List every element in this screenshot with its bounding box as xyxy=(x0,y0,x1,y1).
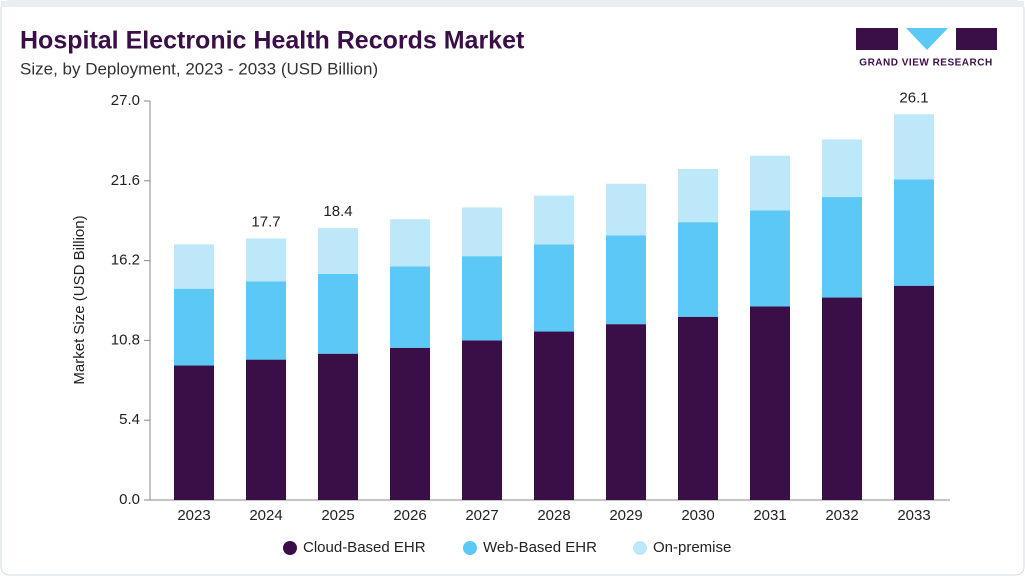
bar-segment xyxy=(462,207,502,257)
legend-label: Cloud-Based EHR xyxy=(303,539,426,556)
bar-segment xyxy=(678,168,718,223)
x-tick-label: 2023 xyxy=(177,507,210,524)
y-tick-label: 16.2 xyxy=(111,252,140,269)
bar-segment xyxy=(390,347,430,500)
bar-segment xyxy=(318,273,358,354)
x-tick-label: 2029 xyxy=(609,507,642,524)
logo-block xyxy=(856,28,898,50)
x-tick-label: 2033 xyxy=(897,507,930,524)
bar-segment xyxy=(822,297,862,500)
logo: GRAND VIEW RESEARCH xyxy=(856,28,997,69)
legend-swatch xyxy=(633,541,647,555)
bar-segment xyxy=(678,316,718,500)
bar-segment xyxy=(606,324,646,500)
chart-subtitle: Size, by Deployment, 2023 - 2033 (USD Bi… xyxy=(20,59,378,78)
bar-segment xyxy=(318,228,358,274)
y-tick-label: 10.8 xyxy=(111,331,140,348)
total-label: 18.4 xyxy=(323,203,352,220)
bar-segment xyxy=(534,195,574,245)
chart-title: Hospital Electronic Health Records Marke… xyxy=(20,27,525,55)
total-label: 17.7 xyxy=(251,213,280,230)
bar-segment xyxy=(534,244,574,332)
bar-segment xyxy=(318,353,358,500)
bar-segment xyxy=(606,183,646,236)
bar-segment xyxy=(174,365,214,500)
bar-segment xyxy=(894,285,934,500)
bar-segment xyxy=(462,340,502,500)
total-label: 26.1 xyxy=(899,89,928,106)
legend-swatch xyxy=(463,541,477,555)
bar-segment xyxy=(246,238,286,282)
x-tick-label: 2032 xyxy=(825,507,858,524)
bar-segment xyxy=(678,222,718,317)
logo-block xyxy=(956,28,997,50)
x-tick-label: 2028 xyxy=(537,507,570,524)
bar-segment xyxy=(462,256,502,341)
x-tick-label: 2024 xyxy=(249,507,282,524)
legend-label: On-premise xyxy=(653,539,731,556)
bar-segment xyxy=(246,359,286,500)
legend-label: Web-Based EHR xyxy=(483,539,597,556)
bar-segment xyxy=(750,306,790,500)
bar-segment xyxy=(174,244,214,289)
bar-segment xyxy=(174,288,214,366)
bar-segment xyxy=(822,197,862,298)
bar-segment xyxy=(534,331,574,500)
bar-segment xyxy=(246,281,286,360)
x-tick-label: 2025 xyxy=(321,507,354,524)
y-tick-label: 0.0 xyxy=(119,491,140,508)
x-tick-label: 2027 xyxy=(465,507,498,524)
bar-segment xyxy=(606,235,646,325)
bar-segment xyxy=(894,179,934,286)
y-tick-label: 27.0 xyxy=(111,92,140,109)
bar-segment xyxy=(894,114,934,180)
bar-segment xyxy=(750,155,790,211)
x-tick-label: 2031 xyxy=(753,507,786,524)
brand-name: GRAND VIEW RESEARCH xyxy=(859,58,992,69)
legend-swatch xyxy=(283,541,297,555)
top-band xyxy=(1,1,1024,7)
x-tick-label: 2030 xyxy=(681,507,714,524)
bar-segment xyxy=(390,266,430,348)
x-tick-label: 2026 xyxy=(393,507,426,524)
y-axis-label: Market Size (USD Billion) xyxy=(71,215,88,384)
bar-segment xyxy=(750,210,790,307)
logo-block xyxy=(906,28,948,50)
y-tick-label: 5.4 xyxy=(119,411,140,428)
bar-segment xyxy=(390,219,430,267)
y-tick-label: 21.6 xyxy=(111,172,140,189)
bar-segment xyxy=(822,139,862,198)
